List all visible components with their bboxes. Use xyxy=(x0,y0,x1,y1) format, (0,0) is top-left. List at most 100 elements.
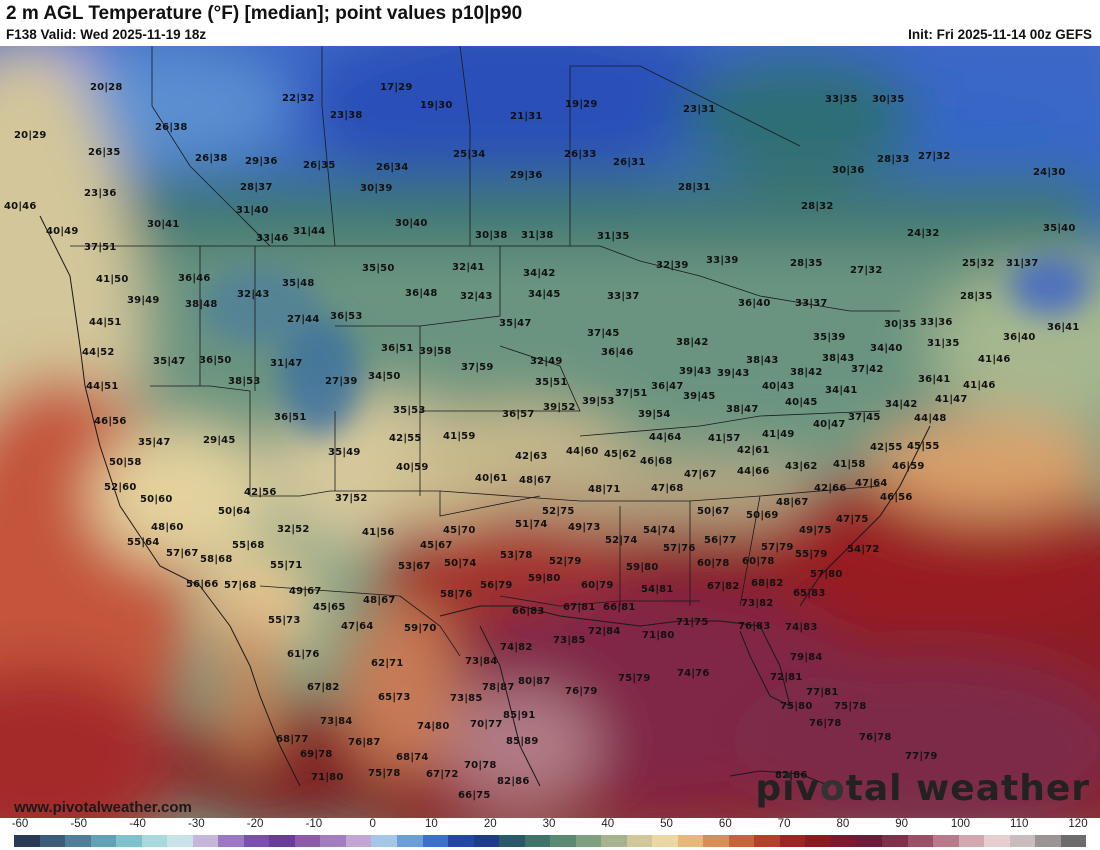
point-value: 33|37 xyxy=(795,298,828,309)
point-value: 45|67 xyxy=(420,540,453,551)
colorbar-swatch xyxy=(703,835,729,847)
point-value: 36|48 xyxy=(405,288,438,299)
colorbar-tick-label: 80 xyxy=(836,818,850,830)
colorbar-tick-label: 120 xyxy=(1068,818,1088,830)
point-value: 32|43 xyxy=(237,289,270,300)
point-value: 47|75 xyxy=(836,514,869,525)
point-value: 41|59 xyxy=(443,431,476,442)
point-value: 40|45 xyxy=(785,397,818,408)
point-value: 36|50 xyxy=(199,355,232,366)
colorbar-swatch xyxy=(1035,835,1061,847)
colorbar-tick-label: 90 xyxy=(895,818,909,830)
point-value: 37|51 xyxy=(615,388,648,399)
point-value: 38|42 xyxy=(676,337,709,348)
colorbar-swatch xyxy=(550,835,576,847)
point-value: 20|28 xyxy=(90,82,123,93)
point-value: 38|43 xyxy=(746,355,779,366)
point-value: 34|50 xyxy=(368,371,401,382)
point-value: 67|82 xyxy=(707,581,740,592)
point-value: 44|64 xyxy=(649,432,682,443)
point-value: 37|42 xyxy=(851,364,884,375)
point-value: 73|85 xyxy=(450,693,483,704)
point-value: 41|57 xyxy=(708,433,741,444)
site-url[interactable]: www.pivotalweather.com xyxy=(14,799,192,816)
point-value: 28|32 xyxy=(801,201,834,212)
colorbar-strip xyxy=(14,835,1087,847)
colorbar-tick-label: 50 xyxy=(660,818,673,830)
colorbar-tick-label: -30 xyxy=(188,818,205,830)
point-value: 35|53 xyxy=(393,405,426,416)
point-value: 42|55 xyxy=(870,442,903,453)
temperature-map: 20|28 22|32 17|29 19|30 21|31 19|29 23|31 33|35… xyxy=(0,46,1100,818)
point-value: 57|79 xyxy=(761,542,794,553)
point-value: 33|46 xyxy=(256,233,289,244)
point-value: 29|36 xyxy=(510,170,543,181)
point-value: 66|81 xyxy=(603,602,636,613)
point-value: 41|46 xyxy=(963,380,996,391)
point-value: 76|79 xyxy=(565,686,598,697)
point-value: 76|87 xyxy=(348,737,381,748)
point-value: 34|42 xyxy=(523,268,556,279)
point-value: 48|71 xyxy=(588,484,621,495)
colorbar-swatch xyxy=(831,835,857,847)
point-value: 24|32 xyxy=(907,228,940,239)
point-value: 55|68 xyxy=(232,540,265,551)
point-value: 47|67 xyxy=(684,469,717,480)
point-value: 69|78 xyxy=(300,749,333,760)
brand-part-b: tal weather xyxy=(845,768,1090,809)
colorbar-swatch xyxy=(652,835,678,847)
point-value: 44|52 xyxy=(82,347,115,358)
colorbar-swatch xyxy=(754,835,780,847)
colorbar-swatch xyxy=(65,835,91,847)
colorbar-tick-label: 110 xyxy=(1010,818,1029,830)
point-value: 31|37 xyxy=(1006,258,1039,269)
point-value: 55|79 xyxy=(795,549,828,560)
point-value: 41|50 xyxy=(96,274,129,285)
point-value: 26|35 xyxy=(303,160,336,171)
point-value: 40|61 xyxy=(475,473,508,484)
point-value: 26|34 xyxy=(376,162,409,173)
point-value: 50|69 xyxy=(746,510,779,521)
point-value: 39|45 xyxy=(683,391,716,402)
point-value: 46|56 xyxy=(880,492,913,503)
point-value: 27|44 xyxy=(287,314,320,325)
point-value: 55|71 xyxy=(270,560,303,571)
point-value: 44|51 xyxy=(89,317,122,328)
point-value: 36|46 xyxy=(601,347,634,358)
point-value: 57|76 xyxy=(663,543,696,554)
point-value: 36|51 xyxy=(381,343,414,354)
point-value: 52|60 xyxy=(104,482,137,493)
point-value: 35|50 xyxy=(362,263,395,274)
point-value: 59|70 xyxy=(404,623,437,634)
colorbar-swatch xyxy=(473,835,500,847)
point-value: 31|35 xyxy=(927,338,960,349)
point-value: 41|47 xyxy=(935,394,968,405)
point-value: 28|31 xyxy=(678,182,711,193)
point-value: 30|36 xyxy=(832,165,865,176)
colorbar-swatch xyxy=(779,835,806,847)
point-value: 27|39 xyxy=(325,376,358,387)
point-value: 34|40 xyxy=(870,343,903,354)
point-value: 56|79 xyxy=(480,580,513,591)
colorbar-swatch xyxy=(958,835,985,847)
colorbar-swatch xyxy=(422,835,449,847)
point-value: 23|31 xyxy=(683,104,716,115)
point-value: 42|55 xyxy=(389,433,422,444)
point-value: 36|41 xyxy=(1047,322,1080,333)
colorbar-swatch xyxy=(116,835,142,847)
point-value: 31|47 xyxy=(270,358,303,369)
point-value: 57|80 xyxy=(810,569,843,580)
point-value: 35|47 xyxy=(153,356,186,367)
point-value: 85|89 xyxy=(506,736,539,747)
point-value: 74|80 xyxy=(417,721,450,732)
point-value: 41|49 xyxy=(762,429,795,440)
point-value: 76|83 xyxy=(738,621,771,632)
point-value: 52|75 xyxy=(542,506,575,517)
point-value: 36|51 xyxy=(274,412,307,423)
point-value: 25|34 xyxy=(453,149,486,160)
point-value: 79|84 xyxy=(790,652,823,663)
point-value: 53|67 xyxy=(398,561,431,572)
point-value: 66|75 xyxy=(458,790,491,801)
point-value: 73|82 xyxy=(741,598,774,609)
point-value: 28|35 xyxy=(960,291,993,302)
